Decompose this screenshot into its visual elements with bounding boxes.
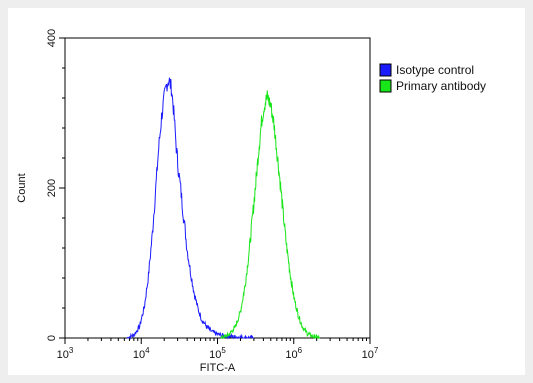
x-tick-exponent: 4 — [145, 346, 150, 355]
x-tick-label: 105 — [209, 346, 226, 361]
x-tick-base: 10 — [57, 349, 69, 361]
x-tick-base: 10 — [285, 349, 297, 361]
x-tick-base: 10 — [362, 349, 374, 361]
y-axis-title: Count — [16, 173, 28, 202]
legend-label: Isotype control — [396, 63, 474, 77]
legend: Isotype control Primary antibody — [379, 63, 486, 93]
x-tick-base: 10 — [209, 349, 221, 361]
x-tick-exponent: 3 — [69, 346, 74, 355]
series-group — [126, 76, 320, 340]
x-axis-title: FITC-A — [200, 362, 236, 374]
series-line-isotype-control — [126, 76, 254, 340]
x-tick-exponent: 7 — [374, 346, 379, 355]
legend-swatch — [379, 63, 392, 77]
x-tick-exponent: 6 — [298, 346, 303, 355]
x-axis: 103 104 105 106 107 — [57, 338, 379, 361]
series-line-primary-antibody — [220, 90, 320, 339]
x-tick-label: 107 — [362, 346, 379, 361]
plot-frame — [64, 37, 371, 339]
x-tick-label: 104 — [133, 346, 150, 361]
x-tick-base: 10 — [133, 349, 145, 361]
y-axis: 0 200 400 — [46, 29, 65, 341]
x-tick-label: 106 — [285, 346, 302, 361]
figure: 103 104 105 106 107 0 200 400 FITC-A Count Iso… — [8, 8, 525, 375]
y-tick-label: 400 — [46, 29, 58, 47]
y-tick-label: 200 — [46, 179, 58, 197]
x-tick-label: 103 — [57, 346, 74, 361]
legend-label: Primary antibody — [396, 79, 486, 93]
legend-swatch — [379, 79, 392, 93]
x-tick-exponent: 5 — [221, 346, 226, 355]
y-tick-label: 0 — [46, 335, 58, 341]
plot-area — [64, 37, 371, 339]
